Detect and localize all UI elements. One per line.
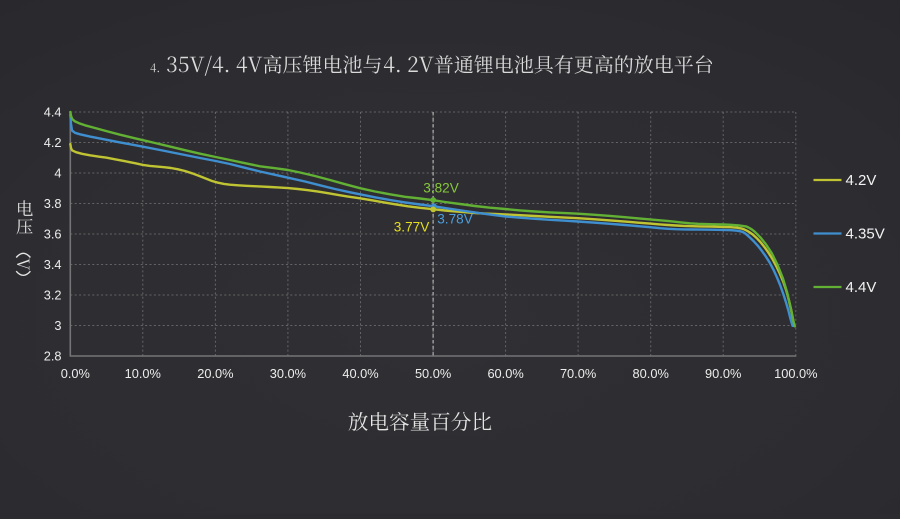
svg-text:3.4: 3.4 xyxy=(44,257,62,272)
svg-text:10.0%: 10.0% xyxy=(125,366,161,381)
svg-text:4.35V: 4.35V xyxy=(846,226,885,243)
svg-text:3.6: 3.6 xyxy=(44,227,62,242)
svg-text:3.78V: 3.78V xyxy=(437,212,473,227)
svg-text:90.0%: 90.0% xyxy=(705,366,741,381)
svg-text:3.2: 3.2 xyxy=(44,288,62,303)
svg-text:4.4: 4.4 xyxy=(44,105,62,120)
svg-text:0.0%: 0.0% xyxy=(61,366,90,381)
svg-text:3.8: 3.8 xyxy=(44,196,62,211)
svg-text:2.8: 2.8 xyxy=(44,349,62,364)
svg-text:60.0%: 60.0% xyxy=(487,366,523,381)
svg-text:3.82V: 3.82V xyxy=(423,181,459,196)
svg-text:80.0%: 80.0% xyxy=(633,366,669,381)
svg-text:3: 3 xyxy=(54,318,61,333)
svg-text:40.0%: 40.0% xyxy=(342,366,378,381)
svg-text:70.0%: 70.0% xyxy=(560,366,596,381)
svg-text:50.0%: 50.0% xyxy=(415,366,451,381)
svg-text:3.77V: 3.77V xyxy=(394,219,430,234)
svg-text:4: 4 xyxy=(54,166,61,181)
svg-text:30.0%: 30.0% xyxy=(270,366,306,381)
svg-text:4.2V: 4.2V xyxy=(846,172,877,189)
svg-text:4.4V: 4.4V xyxy=(846,279,877,296)
svg-text:20.0%: 20.0% xyxy=(197,366,233,381)
svg-text:4.2: 4.2 xyxy=(44,135,62,150)
svg-text:100.0%: 100.0% xyxy=(774,366,817,381)
